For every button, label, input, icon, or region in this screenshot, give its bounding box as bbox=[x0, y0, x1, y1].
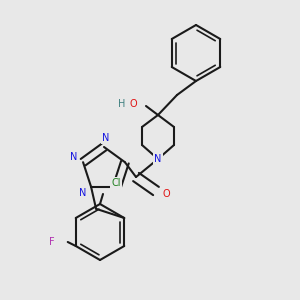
Text: O: O bbox=[129, 99, 137, 109]
Text: H: H bbox=[118, 99, 126, 109]
Text: Cl: Cl bbox=[111, 178, 121, 188]
Text: N: N bbox=[80, 188, 87, 198]
Text: N: N bbox=[70, 152, 78, 162]
Text: N: N bbox=[154, 154, 162, 164]
Text: F: F bbox=[49, 237, 55, 247]
Text: O: O bbox=[162, 189, 170, 199]
Text: N: N bbox=[102, 133, 110, 143]
